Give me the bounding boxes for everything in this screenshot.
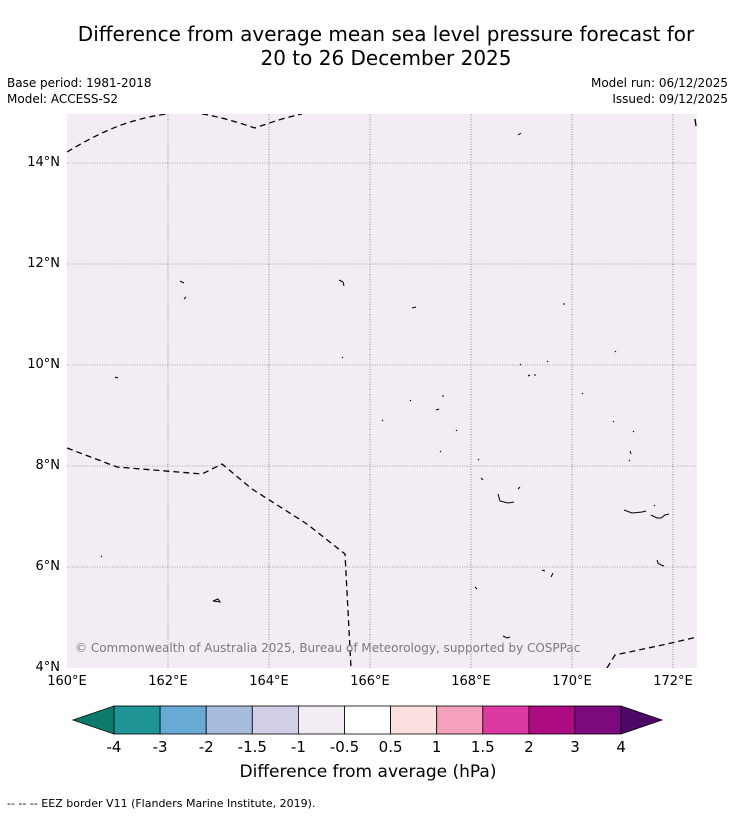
colorbar: [71, 705, 664, 735]
colorbar-label: 2: [524, 738, 534, 756]
island-21: [656, 559, 665, 567]
colorbar-segment: [159, 705, 207, 735]
colorbar-segment: [251, 705, 299, 735]
base-period: Base period: 1981-2018: [7, 76, 152, 90]
issued-date: Issued: 09/12/2025: [612, 92, 728, 106]
island-13: [381, 419, 458, 453]
island-10: [614, 350, 617, 353]
island-4: [411, 306, 417, 309]
map-svg: [67, 114, 697, 668]
island-23: [474, 586, 478, 590]
colorbar-extend-high: [620, 705, 664, 735]
island-25: [502, 635, 511, 639]
model-name: Model: ACCESS-S2: [7, 92, 119, 106]
colorbar-label: 1: [431, 738, 442, 756]
colorbar-label: -2: [198, 738, 214, 756]
colorbar-label: -1: [290, 738, 306, 756]
copyright-notice: © Commonwealth of Australia 2025, Bureau…: [75, 641, 581, 655]
eez-border-north: [67, 114, 303, 153]
colorbar-label: -1.5: [237, 738, 267, 756]
colorbar-segment: [297, 705, 345, 735]
island-17: [497, 486, 521, 504]
colorbar-extend-low: [71, 705, 115, 735]
eez-border-southeast: [606, 636, 697, 668]
island-18: [623, 509, 647, 514]
island-2: [179, 280, 187, 300]
colorbar-title: Difference from average (hPa): [239, 762, 497, 782]
colorbar-segment: [344, 705, 391, 735]
gridlines: [67, 114, 697, 668]
colorbar-segment: [528, 705, 576, 735]
colorbar-label: 0.5: [378, 738, 403, 756]
island-20: [100, 555, 103, 558]
eez-border-northeast: [694, 118, 697, 127]
islands: [100, 132, 670, 639]
colorbar-label: 3: [570, 738, 580, 756]
lon-label-170e: 170°E: [552, 674, 592, 689]
lon-label-168e: 168°E: [451, 674, 491, 689]
island-11: [581, 392, 584, 395]
lat-label-12n: 12°N: [27, 256, 60, 271]
lon-label-166e: 166°E: [350, 674, 390, 689]
eez-border-central: [67, 447, 352, 668]
island-1: [517, 132, 522, 136]
lon-label-172e: 172°E: [653, 674, 693, 689]
lon-label-162e: 162°E: [148, 674, 188, 689]
lat-label-10n: 10°N: [27, 357, 60, 372]
island-9: [527, 374, 536, 377]
island-3: [338, 279, 345, 287]
island-7: [114, 376, 119, 379]
eez-legend-note: -- -- -- EEZ border V11 (Flanders Marine…: [7, 797, 316, 810]
island-24: [212, 598, 222, 603]
eez-borders: [67, 114, 697, 668]
lat-label-8n: 8°N: [35, 458, 61, 473]
title-line-1: Difference from average mean sea level p…: [77, 22, 695, 46]
lon-label-164e: 164°E: [249, 674, 289, 689]
model-run: Model run: 06/12/2025: [590, 76, 728, 90]
colorbar-segments: [71, 705, 664, 735]
meta-right: Model run: 06/12/2025 Issued: 09/12/2025: [591, 75, 728, 107]
lon-label-160e: 160°E: [47, 674, 87, 689]
island-16: [477, 458, 484, 481]
island-22: [541, 569, 554, 578]
colorbar-segment: [113, 705, 161, 735]
colorbar-label: 4: [616, 738, 626, 756]
island-12: [409, 395, 444, 411]
colorbar-label: -3: [152, 738, 168, 756]
colorbar-segment: [482, 705, 530, 735]
island-15: [628, 450, 632, 462]
colorbar-segment: [205, 705, 253, 735]
chart-title: Difference from average mean sea level p…: [0, 22, 736, 70]
lat-label-14n: 14°N: [27, 155, 60, 170]
lat-label-4n: 4°N: [35, 660, 61, 675]
colorbar-segment: [390, 705, 438, 735]
map-area: © Commonwealth of Australia 2025, Bureau…: [67, 114, 697, 668]
colorbar-label: -0.5: [329, 738, 360, 756]
colorbar-label: -4: [106, 738, 122, 756]
meta-left: Base period: 1981-2018 Model: ACCESS-S2: [7, 75, 152, 107]
colorbar-label: 1.5: [470, 738, 495, 756]
island-6: [341, 356, 344, 359]
lat-label-6n: 6°N: [35, 559, 61, 574]
island-19: [650, 504, 670, 519]
island-14: [612, 420, 635, 433]
island-8: [519, 360, 549, 366]
colorbar-segment: [574, 705, 622, 735]
title-line-2: 20 to 26 December 2025: [260, 46, 512, 70]
colorbar-segment: [436, 705, 484, 735]
